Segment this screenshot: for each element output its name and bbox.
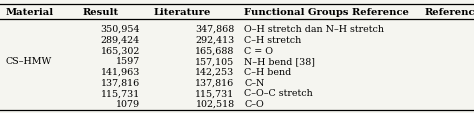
Text: 115,731: 115,731 <box>100 89 140 98</box>
Text: C = O: C = O <box>244 46 273 55</box>
Text: CS–HMW: CS–HMW <box>6 57 52 66</box>
Text: Material: Material <box>6 8 54 17</box>
Text: 1597: 1597 <box>116 57 140 66</box>
Text: C–O: C–O <box>244 99 264 108</box>
Text: 142,253: 142,253 <box>195 67 235 76</box>
Text: 165,688: 165,688 <box>195 46 235 55</box>
Text: O–H stretch dan N–H stretch: O–H stretch dan N–H stretch <box>244 25 384 34</box>
Text: C–O–C stretch: C–O–C stretch <box>244 89 313 98</box>
Text: 350,954: 350,954 <box>100 25 140 34</box>
Text: Reference: Reference <box>424 8 474 17</box>
Text: 1079: 1079 <box>116 99 140 108</box>
Text: 102,518: 102,518 <box>195 99 235 108</box>
Text: 141,963: 141,963 <box>100 67 140 76</box>
Text: 289,424: 289,424 <box>100 36 140 44</box>
Text: C–H bend: C–H bend <box>244 67 292 76</box>
Text: 137,816: 137,816 <box>100 78 140 87</box>
Text: 292,413: 292,413 <box>195 36 235 44</box>
Text: Result: Result <box>83 8 119 17</box>
Text: 137,816: 137,816 <box>195 78 235 87</box>
Text: C–H stretch: C–H stretch <box>244 36 301 44</box>
Text: 115,731: 115,731 <box>195 89 235 98</box>
Text: Literature: Literature <box>154 8 211 17</box>
Text: 157,105: 157,105 <box>195 57 235 66</box>
Text: C–N: C–N <box>244 78 264 87</box>
Text: 165,302: 165,302 <box>100 46 140 55</box>
Text: N–H bend [38]: N–H bend [38] <box>244 57 315 66</box>
Text: Functional Groups Reference: Functional Groups Reference <box>244 8 409 17</box>
Text: 347,868: 347,868 <box>195 25 235 34</box>
